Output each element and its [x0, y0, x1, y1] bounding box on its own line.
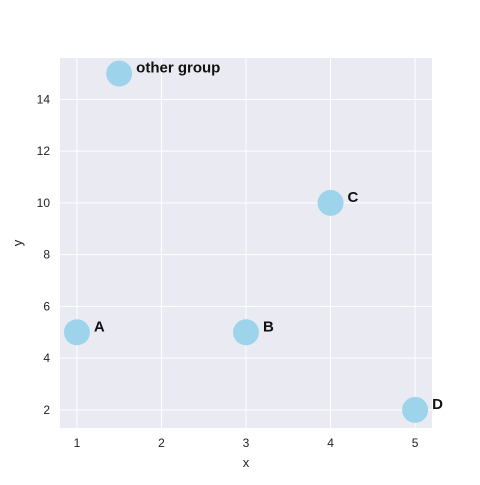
point-label: other group — [136, 60, 220, 77]
y-tick-label: 2 — [43, 403, 50, 417]
scatter-point — [233, 319, 259, 346]
x-tick-label: 3 — [243, 436, 250, 450]
point-label: B — [263, 318, 274, 335]
grid-layer — [60, 58, 432, 428]
x-tick-label: 5 — [412, 436, 419, 450]
y-tick-label: 8 — [43, 248, 50, 262]
data-points — [63, 60, 429, 423]
scatter-point — [106, 60, 133, 87]
x-axis-label: x — [243, 455, 250, 470]
point-label: A — [94, 318, 105, 335]
y-tick-label: 12 — [37, 144, 51, 158]
y-axis-label: y — [10, 239, 25, 246]
x-tick-label: 4 — [327, 436, 334, 450]
scatter-point — [402, 396, 429, 423]
y-tick-label: 10 — [37, 196, 51, 210]
x-tick-label: 2 — [158, 436, 165, 450]
y-tick-label: 6 — [43, 299, 50, 313]
scatter-point — [317, 189, 344, 216]
y-tick-label: 4 — [43, 351, 50, 365]
y-tick-label: 14 — [37, 92, 51, 106]
x-tick-label: 1 — [74, 436, 81, 450]
scatter-point — [63, 319, 90, 346]
point-label: C — [348, 189, 359, 206]
point-label: D — [432, 396, 443, 413]
